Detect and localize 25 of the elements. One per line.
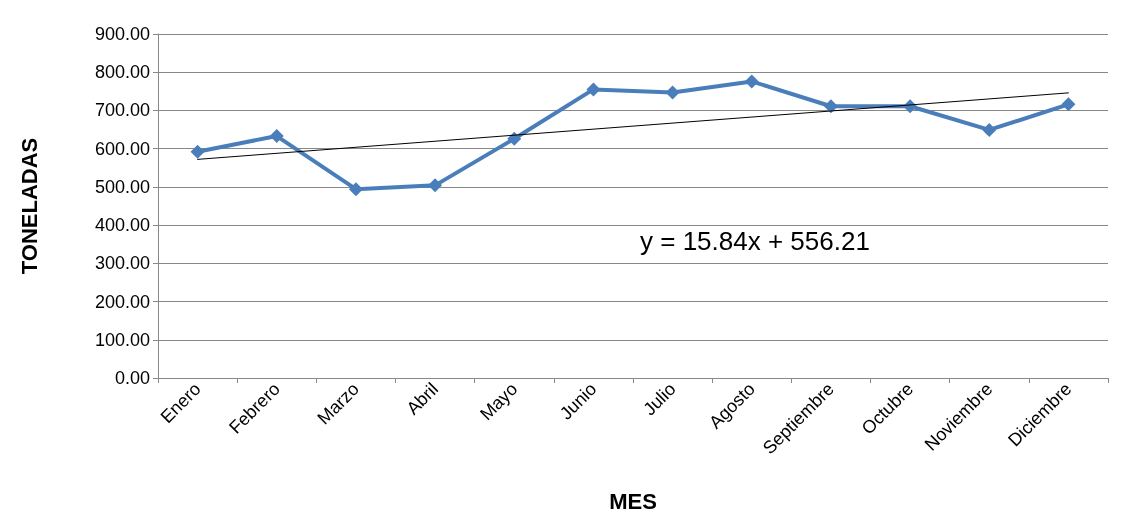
point — [982, 122, 997, 137]
point — [1061, 97, 1076, 112]
point — [190, 144, 205, 159]
y-axis-title: TONELADAS — [16, 137, 42, 275]
y-tick-label: 0.00 — [114, 368, 150, 388]
annotation: y = 15.84x + 556.21 — [640, 226, 870, 256]
point — [269, 129, 284, 144]
y-tick-label: 400.00 — [94, 215, 150, 236]
y-tick-label: 500.00 — [94, 176, 150, 197]
y-tick-label: 300.00 — [94, 253, 150, 274]
y-tick-label: 900.00 — [94, 24, 150, 44]
x-axis-title: MES — [609, 488, 657, 514]
y-tick-label: 100.00 — [94, 329, 150, 350]
point — [823, 99, 838, 114]
y-tick-label: 700.00 — [94, 100, 150, 121]
y-tick-label: 600.00 — [94, 138, 150, 159]
point — [586, 82, 601, 97]
point — [744, 74, 759, 89]
x-tick-label: Julio — [639, 378, 680, 420]
point — [665, 85, 680, 100]
y-tick-label: 800.00 — [94, 62, 150, 83]
point — [428, 178, 443, 193]
point — [507, 131, 522, 146]
y-tick-label: 200.00 — [94, 291, 150, 312]
point — [348, 182, 363, 197]
